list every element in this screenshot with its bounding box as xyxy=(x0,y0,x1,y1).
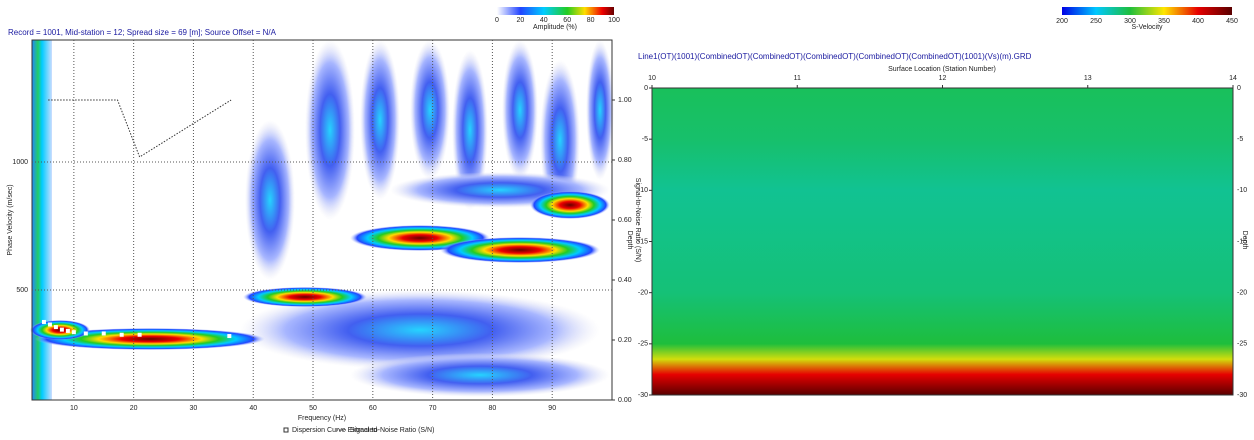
dispersion-point xyxy=(119,332,124,337)
colorbar-label: S-Velocity xyxy=(1131,24,1163,31)
y-tick-label: -10 xyxy=(1237,187,1247,194)
colorbar-label: Amplitude (%) xyxy=(533,24,577,31)
y2-tick-label: 0.40 xyxy=(618,277,632,284)
y2-tick-label: 0.60 xyxy=(618,217,632,224)
dispersion-point xyxy=(53,325,58,330)
colorbar-tick-label: 250 xyxy=(1090,18,1102,25)
y-tick-label: 1000 xyxy=(12,159,28,166)
colorbar-tick-label: 0 xyxy=(495,17,499,24)
x-tick-label: 60 xyxy=(369,405,377,412)
x-tick-label: 10 xyxy=(70,405,78,412)
colorbar-tick-label: 100 xyxy=(608,17,620,24)
x-tick-label: 20 xyxy=(130,405,138,412)
y-tick-label: -25 xyxy=(638,341,648,348)
chart-title: Record = 1001, Mid-station = 12; Spread … xyxy=(8,28,277,37)
x-tick-label: 80 xyxy=(489,405,497,412)
dispersion-point xyxy=(41,319,46,324)
x-tick-label: 90 xyxy=(548,405,556,412)
y2-axis-label: Signal-to-Noise Ratio (S/N) xyxy=(634,178,641,262)
dispersion-point xyxy=(71,330,76,335)
colorbar-tick-label: 60 xyxy=(563,17,571,24)
x-tick-label: 11 xyxy=(794,75,801,82)
colorbar-tick-label: 40 xyxy=(540,17,548,24)
dispersion-point xyxy=(137,332,142,337)
colorbar-tick-label: 20 xyxy=(517,17,525,24)
colorbar xyxy=(1062,7,1232,15)
y-tick-label: -25 xyxy=(1237,341,1247,348)
x-tick-label: 13 xyxy=(1084,75,1092,82)
dispersion-point xyxy=(47,322,52,327)
x-tick-label: 50 xyxy=(309,405,317,412)
y-tick-label: -15 xyxy=(1237,238,1247,245)
colorbar-tick-label: 200 xyxy=(1056,18,1068,25)
x-tick-label: 40 xyxy=(249,405,257,412)
y-tick-label: 0 xyxy=(1237,85,1241,92)
x-tick-label: 12 xyxy=(939,75,947,82)
legend-marker xyxy=(283,427,289,433)
colorbar xyxy=(497,7,614,15)
x-tick-label: 70 xyxy=(429,405,437,412)
y2-tick-label: 0.00 xyxy=(618,397,632,404)
colorbar-tick-label: 450 xyxy=(1226,18,1238,25)
y-tick-label: -20 xyxy=(638,290,648,297)
x-tick-label: 30 xyxy=(190,405,198,412)
colorbar-tick-label: 400 xyxy=(1192,18,1204,25)
y-axis-label: Depth xyxy=(1241,231,1248,250)
velocity-grid xyxy=(652,88,1233,395)
y-tick-label: -30 xyxy=(638,392,648,399)
snr-line xyxy=(48,99,232,158)
y2-tick-label: 0.20 xyxy=(618,337,632,344)
dispersion-image xyxy=(30,40,614,400)
dispersion-point xyxy=(83,331,88,336)
legend-entry: Signal-to-Noise Ratio (S/N) xyxy=(350,427,434,434)
x-axis-label: Frequency (Hz) xyxy=(298,415,346,422)
dispersion-point xyxy=(227,334,232,339)
dispersion-point xyxy=(65,328,70,333)
y-tick-label: 500 xyxy=(16,287,28,294)
x-tick-label: 14 xyxy=(1229,75,1237,82)
y-axis-label: Depth xyxy=(626,231,633,250)
y-tick-label: -20 xyxy=(1237,290,1247,297)
legend-entry: Dispersion Curve Extracted xyxy=(292,427,377,434)
y-tick-label: -5 xyxy=(642,136,648,143)
dispersion-point xyxy=(59,327,64,332)
y-tick-label: -10 xyxy=(638,187,648,194)
y-axis-label: Phase Velocity (m/sec) xyxy=(7,184,14,255)
y-tick-label: -30 xyxy=(1237,392,1247,399)
chart-title: Line1(OT)(1001)(CombinedOT)(CombinedOT)(… xyxy=(638,52,1032,61)
colorbar-tick-label: 350 xyxy=(1158,18,1170,25)
x-tick-label: 10 xyxy=(648,75,656,82)
y2-tick-label: 0.80 xyxy=(618,157,632,164)
y2-tick-label: 1.00 xyxy=(618,97,632,104)
dispersion-point xyxy=(101,331,106,336)
y-tick-label: -5 xyxy=(1237,136,1243,143)
x-axis-label: Surface Location (Station Number) xyxy=(888,66,996,73)
y-tick-label: 0 xyxy=(644,85,648,92)
colorbar-tick-label: 80 xyxy=(587,17,595,24)
y-tick-label: -15 xyxy=(638,238,648,245)
colorbar-tick-label: 300 xyxy=(1124,18,1136,25)
